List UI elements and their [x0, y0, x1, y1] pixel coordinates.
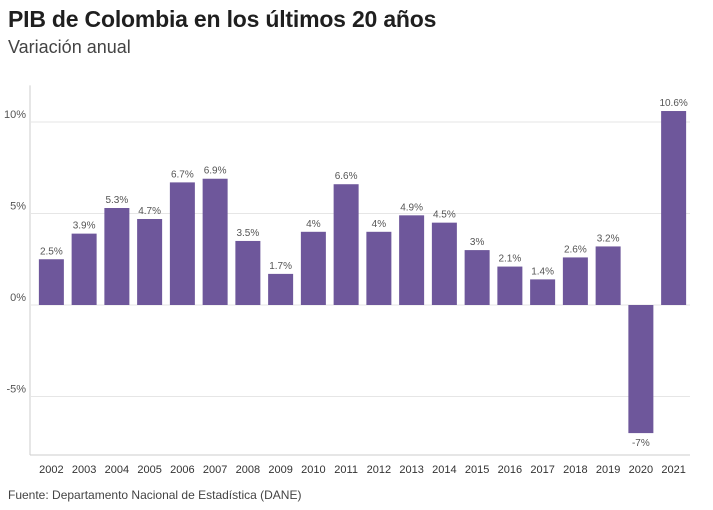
bar-2010	[300, 231, 326, 305]
value-label: 5.3%	[105, 195, 128, 206]
value-label: 1.7%	[269, 261, 292, 272]
chart-subtitle: Variación anual	[8, 37, 131, 57]
x-axis-ticks: 2002 2003 2004 2005 2006 2007 2008 2009 2010 2011…	[39, 464, 686, 476]
x-tick-label: 2018	[563, 464, 587, 476]
value-label: 10.6%	[659, 98, 687, 109]
value-label: 2.6%	[564, 244, 587, 255]
value-label: 2.1%	[498, 254, 521, 265]
chart-title: PIB de Colombia en los últimos 20 años	[8, 6, 437, 32]
x-tick-label: 2015	[465, 464, 489, 476]
bar-2006	[169, 182, 195, 305]
bar-2005	[137, 218, 163, 305]
bar-2007	[202, 178, 228, 305]
value-label: 4%	[306, 219, 321, 230]
bar-2004	[104, 208, 130, 305]
x-tick-label: 2008	[236, 464, 260, 476]
x-tick-label: 2019	[596, 464, 620, 476]
bar-2017	[530, 279, 556, 305]
bar-2003	[71, 233, 97, 305]
y-tick-label: 5%	[10, 201, 26, 213]
value-label: 6.7%	[171, 169, 194, 180]
bar-2015	[464, 250, 490, 305]
bar-chart: 10% 5% 0% -5% 2.5% 3.9% 5.3% 4.7% 6.7% 6.9% 3.5% 1…	[4, 85, 690, 476]
source-note: Fuente: Departamento Nacional de Estadís…	[8, 488, 302, 502]
bar-2020	[628, 305, 654, 434]
value-label: -7%	[632, 438, 650, 449]
bars	[38, 111, 687, 434]
value-label: 4.5%	[433, 210, 456, 221]
x-tick-label: 2013	[399, 464, 423, 476]
x-tick-label: 2005	[137, 464, 161, 476]
x-tick-label: 2002	[39, 464, 63, 476]
x-tick-label: 2006	[170, 464, 194, 476]
x-tick-label: 2014	[432, 464, 456, 476]
bar-2009	[268, 273, 294, 305]
bar-2019	[595, 246, 621, 305]
y-tick-label: 10%	[4, 109, 26, 121]
y-axis-ticks: 10% 5% 0% -5%	[4, 109, 26, 396]
x-tick-label: 2021	[661, 464, 685, 476]
value-labels: 2.5% 3.9% 5.3% 4.7% 6.7% 6.9% 3.5% 1.7% 4% 6.6% 4%…	[40, 98, 688, 449]
bar-2018	[562, 257, 588, 305]
x-tick-label: 2010	[301, 464, 325, 476]
value-label: 3%	[470, 237, 485, 248]
value-label: 6.6%	[335, 171, 358, 182]
value-label: 1.4%	[531, 266, 554, 277]
x-tick-label: 2016	[498, 464, 522, 476]
value-label: 3.2%	[597, 233, 620, 244]
y-tick-label: -5%	[6, 384, 26, 396]
value-label: 3.5%	[236, 228, 259, 239]
x-tick-label: 2011	[334, 464, 358, 476]
bar-2014	[431, 222, 457, 305]
value-label: 3.9%	[73, 221, 96, 232]
value-label: 6.9%	[204, 166, 227, 177]
bar-2012	[366, 231, 392, 305]
x-tick-label: 2012	[367, 464, 391, 476]
bar-2002	[38, 259, 64, 305]
x-tick-label: 2009	[268, 464, 292, 476]
value-label: 2.5%	[40, 246, 63, 257]
x-tick-label: 2007	[203, 464, 227, 476]
value-label: 4.9%	[400, 202, 423, 213]
bar-2013	[399, 215, 425, 305]
x-tick-label: 2003	[72, 464, 96, 476]
bar-2008	[235, 240, 261, 305]
bar-2016	[497, 266, 523, 305]
x-tick-label: 2004	[105, 464, 129, 476]
x-tick-label: 2017	[530, 464, 554, 476]
value-label: 4.7%	[138, 206, 161, 217]
bar-2021	[661, 111, 687, 306]
y-tick-label: 0%	[10, 292, 26, 304]
x-tick-label: 2020	[629, 464, 653, 476]
value-label: 4%	[372, 219, 387, 230]
bar-2011	[333, 184, 359, 305]
